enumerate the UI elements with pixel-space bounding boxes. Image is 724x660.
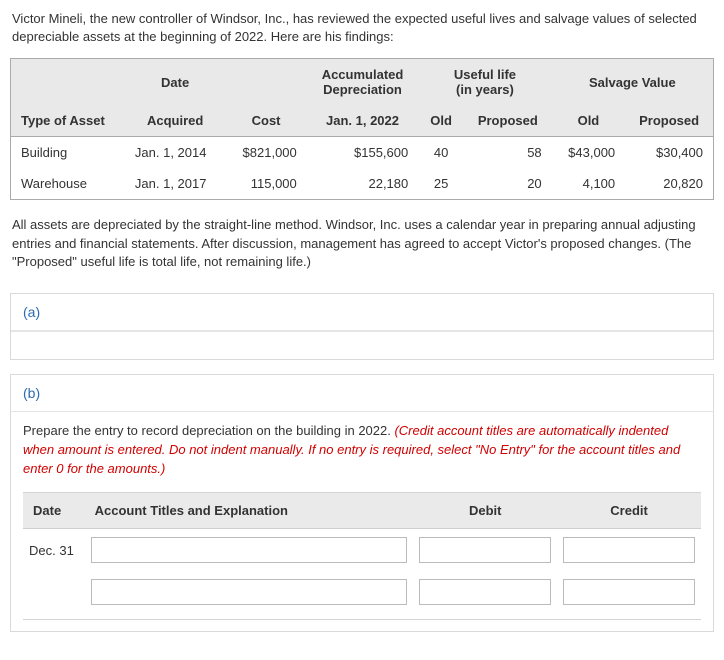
cell-accum: $155,600 (307, 137, 418, 169)
cell-type: Building (11, 137, 125, 169)
section-a-body (11, 331, 713, 359)
jr-date-cell: Dec. 31 (23, 529, 85, 572)
credit-input[interactable] (563, 579, 695, 605)
gh-blank2 (225, 59, 306, 106)
ch-jan1: Jan. 1, 2022 (307, 105, 418, 137)
ch-oldsv: Old (552, 105, 625, 137)
cell-cost: $821,000 (225, 137, 306, 169)
cell-oldsv: 4,100 (552, 168, 625, 200)
table-row: Building Jan. 1, 2014 $821,000 $155,600 … (11, 137, 714, 169)
instr-black: Prepare the entry to record depreciation… (23, 423, 394, 438)
section-b-instructions: Prepare the entry to record depreciation… (23, 422, 701, 479)
ch-cost: Cost (225, 105, 306, 137)
debit-input[interactable] (419, 579, 551, 605)
gh-accum: AccumulatedDepreciation (307, 59, 418, 106)
jr-hdr-acct: Account Titles and Explanation (85, 493, 414, 529)
cell-accum: 22,180 (307, 168, 418, 200)
cell-oldsv: $43,000 (552, 137, 625, 169)
account-title-input[interactable] (91, 537, 408, 563)
section-b: (b) Prepare the entry to record deprecia… (10, 374, 714, 633)
cell-cost: 115,000 (225, 168, 306, 200)
cell-propsv: $30,400 (625, 137, 713, 169)
ch-proplife: Proposed (464, 105, 552, 137)
gh-blank1 (11, 59, 125, 106)
cell-proplife: 58 (464, 137, 552, 169)
journal-row (23, 571, 701, 613)
section-a-label: (a) (11, 294, 713, 331)
note-text: All assets are depreciated by the straig… (12, 216, 712, 271)
cell-proplife: 20 (464, 168, 552, 200)
ch-type: Type of Asset (11, 105, 125, 137)
intro-text: Victor Mineli, the new controller of Win… (12, 10, 712, 46)
jr-hdr-credit: Credit (557, 493, 701, 529)
cell-oldlife: 25 (418, 168, 464, 200)
gh-life: Useful life(in years) (418, 59, 551, 106)
asset-table: Date AccumulatedDepreciation Useful life… (10, 58, 714, 200)
gh-date: Date (125, 59, 225, 106)
ch-propsv: Proposed (625, 105, 713, 137)
divider (23, 619, 701, 623)
table-row: Warehouse Jan. 1, 2017 115,000 22,180 25… (11, 168, 714, 200)
section-a: (a) (10, 293, 714, 360)
credit-input[interactable] (563, 537, 695, 563)
cell-type: Warehouse (11, 168, 125, 200)
journal-table: Date Account Titles and Explanation Debi… (23, 493, 701, 613)
gh-salvage: Salvage Value (552, 59, 714, 106)
cell-acquired: Jan. 1, 2017 (125, 168, 225, 200)
account-title-input[interactable] (91, 579, 408, 605)
journal-row: Dec. 31 (23, 529, 701, 572)
cell-oldlife: 40 (418, 137, 464, 169)
cell-acquired: Jan. 1, 2014 (125, 137, 225, 169)
jr-hdr-debit: Debit (413, 493, 557, 529)
section-b-label: (b) (11, 375, 713, 412)
ch-acquired: Acquired (125, 105, 225, 137)
ch-oldlife: Old (418, 105, 464, 137)
cell-propsv: 20,820 (625, 168, 713, 200)
jr-hdr-date: Date (23, 493, 85, 529)
debit-input[interactable] (419, 537, 551, 563)
